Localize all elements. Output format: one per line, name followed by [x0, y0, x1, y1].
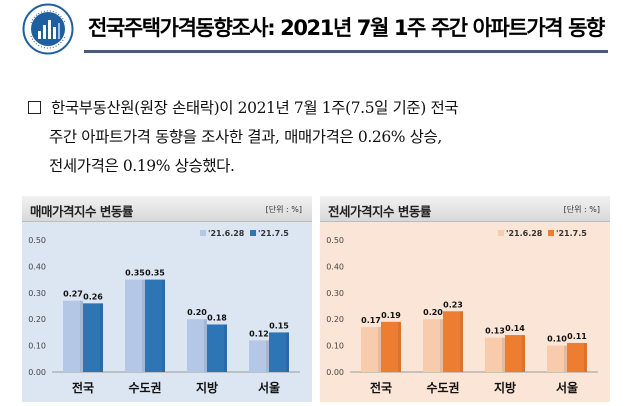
page-title: 전국주택가격동향조사: 2021년 7월 1주 주간 아파트가격 동향: [88, 16, 605, 40]
y-tick-label: 0.40: [28, 262, 46, 271]
category-label: 지방: [494, 380, 516, 395]
legend-swatch: [250, 230, 256, 236]
jeonse-price-chart: 전세가격지수 변동률 [단위 : %] 0.00 0.10 0.20 0.30 0.40…: [320, 196, 610, 402]
legend-label: '21.6.28: [208, 229, 245, 238]
bar-shade: [502, 337, 505, 372]
category-label: 수도권: [128, 381, 161, 395]
data-label: 0.27: [63, 290, 83, 299]
bar: [187, 319, 207, 372]
y-tick-label: 0.40: [326, 262, 344, 271]
legend-label: '21.7.5: [556, 229, 587, 238]
data-label: 0.35: [125, 269, 145, 278]
chart-background: [320, 222, 610, 402]
data-label: 0.10: [547, 335, 567, 344]
legend-swatch: [200, 230, 206, 236]
data-label: 0.15: [269, 321, 289, 330]
paragraph-text-1: 한국부동산원(원장 손태락)이 2021년 7월 1주(7.5일 기준) 전국: [51, 99, 459, 117]
bar: [485, 337, 505, 372]
chart-title: 전세가격지수 변동률: [328, 204, 431, 219]
category-label: 서울: [556, 380, 578, 395]
title-underline: [84, 50, 608, 53]
legend-swatch: [548, 230, 554, 236]
category-label: 서울: [258, 380, 280, 395]
data-label: 0.23: [443, 300, 463, 309]
bar-shade: [80, 300, 83, 372]
category-label: 전국: [370, 380, 392, 395]
bar: [547, 345, 567, 372]
data-label: 0.13: [485, 327, 505, 336]
bar-shade: [584, 342, 587, 372]
national-statistics-logo: [22, 3, 74, 55]
bar-shade: [204, 319, 207, 372]
y-tick-label: 0.50: [326, 236, 344, 245]
summary-paragraph: 한국부동산원(원장 손태락)이 2021년 7월 1주(7.5일 기준) 전국 …: [28, 94, 618, 181]
data-label: 0.17: [361, 316, 381, 325]
chart-plot: 0.00 0.10 0.20 0.30 0.40 0.50 '21.6.28 '21.7.5 0…: [22, 222, 312, 402]
data-label: 0.11: [567, 332, 587, 341]
bar: [207, 324, 227, 372]
category-label: 수도권: [426, 381, 459, 395]
y-tick-label: 0.30: [326, 289, 344, 298]
bar: [443, 311, 463, 372]
paragraph-line-3: 전세가격은 0.19% 상승했다.: [49, 157, 235, 175]
bar: [423, 319, 443, 372]
paragraph-line-1: 한국부동산원(원장 손태락)이 2021년 7월 1주(7.5일 기준) 전국: [28, 94, 618, 123]
bar-shade: [224, 324, 227, 372]
y-tick-label: 0.10: [28, 342, 46, 351]
bar-shade: [142, 279, 145, 372]
legend-label: '21.6.28: [506, 229, 543, 238]
legend-swatch: [498, 230, 504, 236]
bar-shade: [286, 332, 289, 372]
bar: [567, 342, 587, 372]
chart-header: 전세가격지수 변동률 [단위 : %]: [320, 196, 610, 222]
bar: [83, 303, 103, 372]
bar-shade: [398, 321, 401, 372]
y-tick-label: 0.20: [28, 315, 46, 324]
y-tick-label: 0.00: [326, 368, 344, 377]
chart-plot: 0.00 0.10 0.20 0.30 0.40 0.50 '21.6.28 '21.7.5 0…: [320, 222, 610, 402]
data-label: 0.35: [145, 269, 165, 278]
bar-shade: [440, 319, 443, 372]
data-label: 0.20: [423, 308, 443, 317]
bar-shade: [162, 279, 165, 372]
bar: [63, 300, 83, 372]
bar: [145, 279, 165, 372]
data-label: 0.18: [207, 313, 227, 322]
report-header: 전국주택가격동향조사: 2021년 7월 1주 주간 아파트가격 동향: [0, 0, 634, 60]
data-label: 0.19: [381, 311, 401, 320]
data-label: 0.12: [249, 329, 269, 338]
data-label: 0.26: [83, 292, 103, 301]
bar-shade: [522, 335, 525, 372]
y-tick-label: 0.10: [326, 342, 344, 351]
legend-label: '21.7.5: [258, 229, 289, 238]
bar: [125, 279, 145, 372]
bar-shade: [266, 340, 269, 372]
chart-unit: [단위 : %]: [265, 205, 302, 214]
y-tick-label: 0.00: [28, 368, 46, 377]
bar: [505, 335, 525, 372]
bar-shade: [460, 311, 463, 372]
bar-shade: [100, 303, 103, 372]
bar: [361, 327, 381, 372]
chart-unit: [단위 : %]: [563, 205, 600, 214]
category-label: 전국: [72, 380, 94, 395]
checkbox-bullet-icon: [28, 101, 41, 114]
y-tick-label: 0.30: [28, 289, 46, 298]
bar: [269, 332, 289, 372]
data-label: 0.14: [505, 324, 525, 333]
chart-header: 매매가격지수 변동률 [단위 : %]: [22, 196, 312, 222]
chart-title: 매매가격지수 변동률: [30, 204, 133, 219]
y-tick-label: 0.20: [326, 315, 344, 324]
category-label: 지방: [196, 380, 218, 395]
bar-shade: [564, 345, 567, 372]
y-tick-label: 0.50: [28, 236, 46, 245]
sales-price-chart: 매매가격지수 변동률 [단위 : %] 0.00 0.10 0.20 0.30 0.40…: [22, 196, 312, 402]
paragraph-line-2: 주간 아파트가격 동향을 조사한 결과, 매매가격은 0.26% 상승,: [49, 128, 442, 146]
bar-shade: [378, 327, 381, 372]
data-label: 0.20: [187, 308, 207, 317]
bar: [249, 340, 269, 372]
bar: [381, 321, 401, 372]
